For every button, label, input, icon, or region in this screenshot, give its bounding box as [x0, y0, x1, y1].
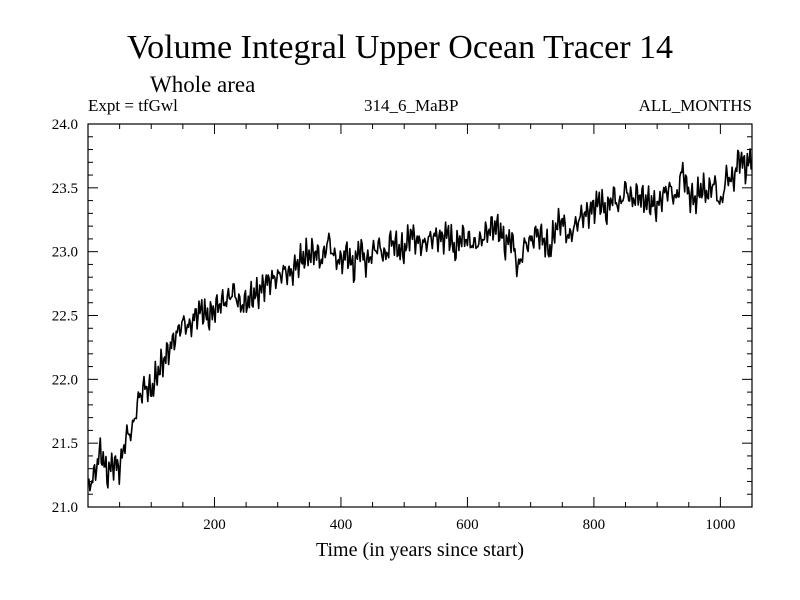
x-tick-label: 1000 — [705, 517, 735, 533]
run-label: 314_6_MaBP — [364, 96, 459, 115]
months-label: ALL_MONTHS — [638, 96, 752, 115]
y-tick-label: 22.5 — [52, 309, 78, 325]
x-tick-label: 800 — [583, 517, 606, 533]
series-group — [87, 148, 753, 492]
y-tick-label: 22.0 — [52, 372, 78, 388]
y-tick-label: 21.0 — [52, 500, 78, 516]
y-axis-labels: 21.0 21.5 22.0 22.5 23.0 23.5 24.0 — [52, 117, 78, 516]
plot-frame — [87, 123, 753, 508]
y-tick-label: 21.5 — [52, 436, 78, 452]
x-tick-label: 600 — [456, 517, 479, 533]
y-tick-label: 23.0 — [52, 245, 78, 261]
y-tick-label: 23.5 — [52, 181, 78, 197]
series-line-tfGwl — [87, 148, 753, 492]
y-tick-label: 24.0 — [52, 117, 78, 133]
x-tick-label: 400 — [330, 517, 353, 533]
x-tick-label: 200 — [203, 517, 226, 533]
chart-subtitle: Whole area — [150, 72, 256, 97]
x-axis-labels: 200 400 600 800 1000 — [203, 517, 735, 533]
experiment-label: Expt = tfGwl — [88, 96, 178, 115]
x-axis-title: Time (in years since start) — [316, 539, 524, 561]
tick-marks — [88, 123, 752, 508]
chart-title: Volume Integral Upper Ocean Tracer 14 — [126, 29, 674, 66]
